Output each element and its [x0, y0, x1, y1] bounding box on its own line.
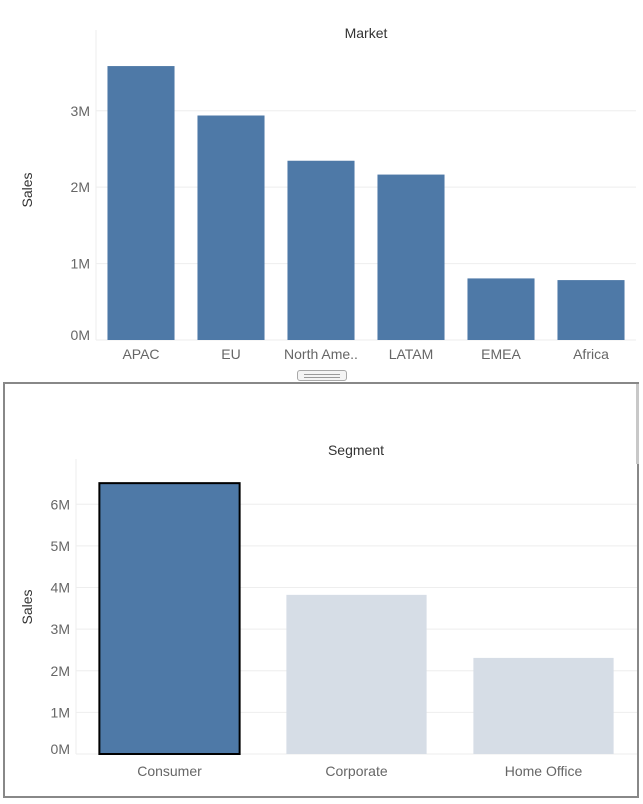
y-axis-title: Sales	[19, 589, 35, 624]
segment-scrollbar[interactable]	[636, 384, 639, 464]
segment-bar-chart: Consumer Corporate Home Office 0M 1M 2M 3M 4M 5M…	[19, 442, 637, 779]
y-tick-label: 3M	[51, 621, 70, 637]
chart-title: Market	[345, 25, 388, 41]
grip-line-bottom	[304, 377, 340, 378]
x-tick-label-africa: Africa	[573, 346, 609, 362]
x-tick-label-eu: EU	[221, 346, 240, 362]
y-tick-label: 1M	[71, 256, 90, 272]
bar-eu	[197, 115, 265, 340]
y-tick-label: 5M	[51, 538, 70, 554]
bar-africa	[557, 280, 625, 340]
bar-north-ame	[287, 160, 355, 340]
y-tick-label: 0M	[71, 327, 90, 343]
y-tick-label: 4M	[51, 580, 70, 596]
grip-line-top	[304, 374, 340, 375]
y-tick-label: 6M	[51, 496, 70, 512]
sheet-resize-handle[interactable]	[297, 370, 347, 381]
y-tick-label: 2M	[71, 179, 90, 195]
chart-title: Segment	[328, 442, 384, 458]
x-tick-label-apac: APAC	[122, 346, 159, 362]
x-tick-label-corporate: Corporate	[325, 763, 387, 779]
market-sheet: APAC EU North Ame.. LATAM EMEA Africa 0M 1M 2M 3M…	[0, 0, 643, 370]
market-bar-chart: APAC EU North Ame.. LATAM EMEA Africa 0M 1M 2M 3M…	[19, 25, 636, 362]
y-axis-title: Sales	[19, 172, 35, 207]
x-tick-label-emea: EMEA	[481, 346, 521, 362]
x-tick-label-home-office: Home Office	[505, 763, 583, 779]
bar-emea	[467, 278, 535, 340]
y-tick-label: 2M	[51, 663, 70, 679]
y-tick-label: 1M	[51, 704, 70, 720]
segment-sheet[interactable]: Consumer Corporate Home Office 0M 1M 2M 3M 4M 5M…	[3, 382, 639, 798]
y-tick-label: 3M	[71, 103, 90, 119]
x-tick-label-latam: LATAM	[389, 346, 434, 362]
bar-latam	[377, 174, 445, 340]
bar-consumer	[98, 482, 241, 756]
x-tick-label-north-ame: North Ame..	[284, 346, 358, 362]
x-tick-label-consumer: Consumer	[137, 763, 202, 779]
y-tick-label: 0M	[51, 741, 70, 757]
bar-corporate	[286, 594, 427, 754]
bar-home-office	[473, 657, 614, 754]
bar-apac	[107, 66, 175, 341]
